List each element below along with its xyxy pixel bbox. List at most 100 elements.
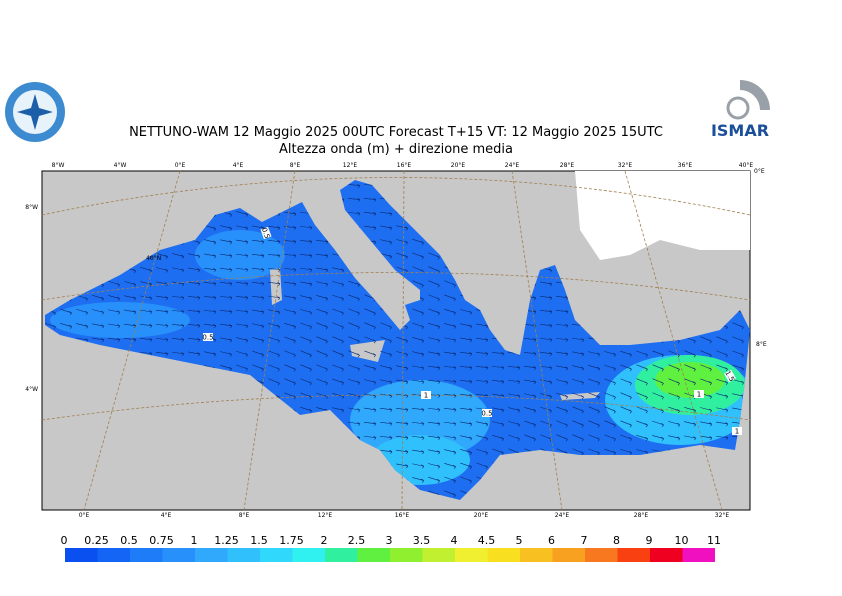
wave-arrow: [412, 435, 425, 440]
wave-arrow: [716, 407, 729, 413]
wave-arrow: [524, 420, 536, 428]
wave-arrow: [172, 309, 185, 314]
wave-arrow: [332, 294, 344, 302]
top-label: 4°E: [233, 162, 244, 169]
wave-arrow: [508, 365, 521, 370]
wave-arrow: [556, 420, 568, 428]
top-label: 28°E: [560, 162, 575, 169]
wave-arrow: [476, 421, 489, 427]
colorbar-label: 8: [613, 534, 620, 547]
wave-arrow: [588, 378, 600, 386]
wave-arrow: [652, 435, 665, 441]
contour-label: 1: [697, 391, 701, 399]
wave-arrow: [332, 407, 345, 413]
wave-arrow: [620, 350, 632, 358]
color-box: [617, 548, 650, 562]
wave-arrow: [300, 267, 313, 273]
wave-arrow: [524, 351, 537, 356]
wave-arrow: [284, 281, 297, 287]
wave-arrow: [700, 378, 712, 386]
wave-arrow: [428, 337, 441, 343]
wave-arrow: [204, 323, 217, 328]
wave-arrow: [284, 267, 297, 272]
wave-arrow: [476, 337, 489, 343]
colorbar-label: 0: [61, 534, 68, 547]
wave-arrow: [588, 351, 601, 357]
wave-arrow: [316, 281, 329, 287]
wave-arrow: [92, 309, 105, 315]
colorbar-label: 4.5: [478, 534, 496, 547]
wave-arrow: [220, 323, 233, 329]
wave-arrow: [316, 267, 329, 273]
color-box: [357, 548, 390, 562]
wave-arrow: [188, 323, 201, 328]
wave-arrow: [140, 295, 153, 301]
wave-arrow: [684, 435, 697, 441]
wave-arrow: [620, 448, 632, 455]
wave-arrow: [716, 364, 728, 372]
wave-arrow: [588, 448, 600, 456]
wave-arrow: [252, 239, 265, 244]
wave-arrow: [636, 406, 648, 414]
contour-label: 1: [735, 428, 739, 436]
wave-arrow: [364, 308, 376, 316]
wave-arrow: [252, 364, 264, 372]
wave-arrow: [252, 337, 265, 343]
wave-arrow: [364, 421, 377, 426]
wave-arrow: [348, 294, 360, 302]
wave-arrow: [60, 308, 72, 316]
wave-arrow: [620, 392, 632, 400]
wave-arrow: [636, 350, 648, 358]
wave-arrow: [220, 295, 233, 300]
bottom-label: 28°E: [634, 512, 649, 519]
colorbar-label: 0.25: [84, 534, 109, 547]
wave-arrow: [300, 336, 312, 344]
wave-arrow: [604, 364, 616, 372]
bottom-label: 12°E: [318, 512, 333, 519]
colorbar-label: 5: [516, 534, 523, 547]
bottom-label: 20°E: [474, 512, 489, 519]
wave-arrow: [364, 322, 376, 330]
wave-arrow: [236, 337, 249, 343]
color-box: [682, 548, 715, 562]
wave-arrow: [492, 351, 505, 356]
bottom-label: 24°E: [555, 512, 570, 519]
wave-arrow: [700, 336, 712, 344]
wave-arrow: [540, 351, 553, 356]
wave-arrow: [716, 421, 729, 427]
wave-arrow: [476, 379, 489, 384]
wave-arrow: [252, 350, 264, 358]
wave-arrow: [604, 434, 616, 442]
wave-arrow: [268, 378, 280, 386]
wave-arrow: [332, 281, 345, 287]
wave-arrow: [268, 225, 281, 231]
wave-arrow: [732, 350, 744, 358]
wave-arrow: [236, 350, 248, 357]
wave-arrow: [508, 379, 521, 385]
top-label: 32°E: [618, 162, 633, 169]
wave-arrow: [140, 309, 153, 315]
wave-arrow: [108, 280, 120, 288]
wave-arrow: [300, 322, 312, 330]
wave-arrow: [220, 337, 233, 343]
wave-arrow: [556, 351, 569, 357]
wave-arrow: [508, 434, 520, 442]
wave-arrow: [588, 434, 600, 442]
colorbar-label: 1.5: [250, 534, 268, 547]
wave-arrow: [300, 239, 313, 244]
wave-arrow: [76, 323, 89, 329]
colorbar-label: 7: [581, 534, 588, 547]
top-label: 12°E: [343, 162, 358, 169]
wave-arrow: [236, 253, 249, 258]
wave-arrow: [428, 435, 441, 441]
wave-arrow: [412, 322, 424, 330]
colorbar-label: 11: [707, 534, 721, 547]
wave-arrow: [428, 308, 440, 316]
wave-arrow: [732, 336, 744, 344]
wave-arrow: [220, 281, 233, 286]
wave-arrow: [252, 309, 265, 315]
top-label: 40°E: [739, 162, 754, 169]
wave-arrow: [300, 406, 312, 413]
wave-arrow: [604, 378, 616, 386]
contour-label-bg: [694, 390, 704, 398]
